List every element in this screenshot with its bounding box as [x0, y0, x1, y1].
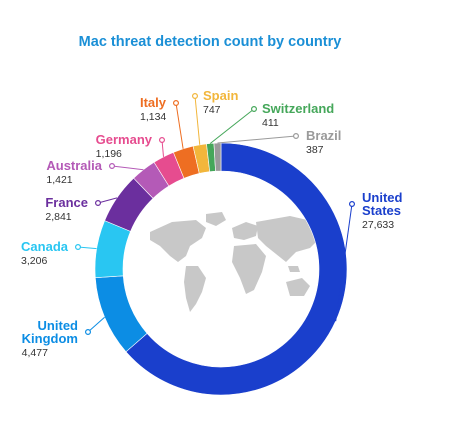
leader-line: [175, 102, 184, 149]
leader-line: [97, 197, 118, 204]
slice-value: 3,206: [21, 255, 47, 267]
slice-label: United: [362, 190, 403, 205]
slice-value: 411: [262, 117, 279, 129]
slice-value: 4,477: [22, 347, 48, 359]
leader-dot: [192, 92, 199, 99]
slice-value: 387: [306, 144, 324, 156]
slice-value: 1,196: [96, 148, 122, 160]
slice-value: 2,841: [45, 211, 71, 223]
slice-label: United: [38, 318, 79, 333]
slice-label: France: [45, 195, 88, 210]
slice-label: Italy: [140, 95, 167, 110]
leader-dot: [159, 137, 166, 144]
chart-title: Mac threat detection count by country: [78, 34, 342, 50]
slice-value: 1,421: [46, 174, 72, 186]
leader-line: [335, 203, 353, 322]
slice-value: 27,633: [362, 219, 394, 231]
slice-value: 747: [203, 104, 221, 116]
leader-line: [217, 135, 297, 144]
leader-line: [111, 165, 144, 171]
slice-label: States: [362, 203, 401, 218]
leader-line: [87, 316, 105, 333]
world-map-icon: [150, 212, 322, 312]
slice-label: Australia: [46, 158, 102, 173]
slice-label: Brazil: [306, 128, 341, 143]
leader-line: [194, 95, 201, 145]
leader-dot: [293, 133, 300, 140]
leader-dot: [349, 201, 356, 208]
slice-label: Germany: [96, 132, 153, 147]
leader-line: [77, 246, 97, 250]
slice-label: Kingdom: [22, 331, 78, 346]
leader-dot: [251, 105, 258, 112]
leader-dot: [94, 200, 101, 207]
leader-dot: [74, 244, 81, 251]
slice-label: Switzerland: [262, 101, 334, 116]
slice-united-kingdom: [94, 275, 148, 353]
leader-dot: [84, 329, 91, 336]
slice-united-states: [125, 142, 348, 396]
leader-line: [209, 108, 255, 144]
leader-dot: [173, 99, 180, 106]
leader-dot: [108, 163, 115, 170]
slice-brazil: [213, 142, 222, 172]
slice-label: Spain: [203, 88, 238, 103]
slice-label: Canada: [21, 239, 69, 254]
slice-value: 1,134: [140, 111, 166, 123]
